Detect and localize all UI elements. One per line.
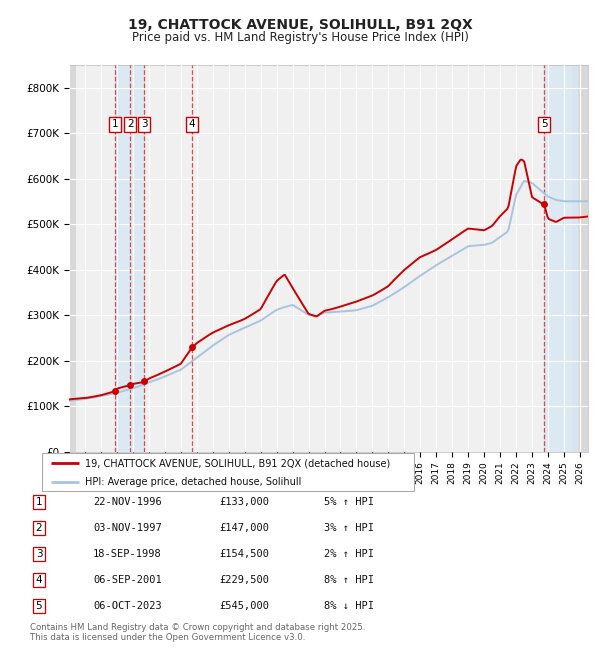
- Text: HPI: Average price, detached house, Solihull: HPI: Average price, detached house, Soli…: [85, 478, 301, 488]
- Text: 06-OCT-2023: 06-OCT-2023: [93, 601, 162, 611]
- Text: 19, CHATTOCK AVENUE, SOLIHULL, B91 2QX: 19, CHATTOCK AVENUE, SOLIHULL, B91 2QX: [128, 18, 472, 32]
- FancyBboxPatch shape: [42, 453, 414, 491]
- Text: 3: 3: [141, 119, 148, 129]
- Text: 8% ↑ HPI: 8% ↑ HPI: [324, 575, 374, 585]
- Text: 19, CHATTOCK AVENUE, SOLIHULL, B91 2QX (detached house): 19, CHATTOCK AVENUE, SOLIHULL, B91 2QX (…: [85, 458, 390, 468]
- Text: Contains HM Land Registry data © Crown copyright and database right 2025.
This d: Contains HM Land Registry data © Crown c…: [30, 623, 365, 642]
- Text: 3: 3: [35, 549, 43, 559]
- Text: 2: 2: [127, 119, 134, 129]
- Bar: [69, 65, 76, 452]
- Text: 22-NOV-1996: 22-NOV-1996: [93, 497, 162, 507]
- Bar: [115, 65, 145, 452]
- Text: 18-SEP-1998: 18-SEP-1998: [93, 549, 162, 559]
- Text: £147,000: £147,000: [219, 523, 269, 533]
- Text: £133,000: £133,000: [219, 497, 269, 507]
- Text: 2% ↑ HPI: 2% ↑ HPI: [324, 549, 374, 559]
- Text: 5% ↑ HPI: 5% ↑ HPI: [324, 497, 374, 507]
- Text: 4: 4: [188, 119, 195, 129]
- Text: Price paid vs. HM Land Registry's House Price Index (HPI): Price paid vs. HM Land Registry's House …: [131, 31, 469, 44]
- Text: 4: 4: [35, 575, 43, 585]
- Text: 06-SEP-2001: 06-SEP-2001: [93, 575, 162, 585]
- Text: 5: 5: [35, 601, 43, 611]
- Bar: [572, 65, 588, 452]
- Text: 1: 1: [112, 119, 119, 129]
- Text: £545,000: £545,000: [219, 601, 269, 611]
- Text: 8% ↓ HPI: 8% ↓ HPI: [324, 601, 374, 611]
- Text: 2: 2: [35, 523, 43, 533]
- Text: £154,500: £154,500: [219, 549, 269, 559]
- Text: 3% ↑ HPI: 3% ↑ HPI: [324, 523, 374, 533]
- Text: £229,500: £229,500: [219, 575, 269, 585]
- Text: 03-NOV-1997: 03-NOV-1997: [93, 523, 162, 533]
- Text: 5: 5: [541, 119, 548, 129]
- Text: 1: 1: [35, 497, 43, 507]
- Bar: [544, 65, 577, 452]
